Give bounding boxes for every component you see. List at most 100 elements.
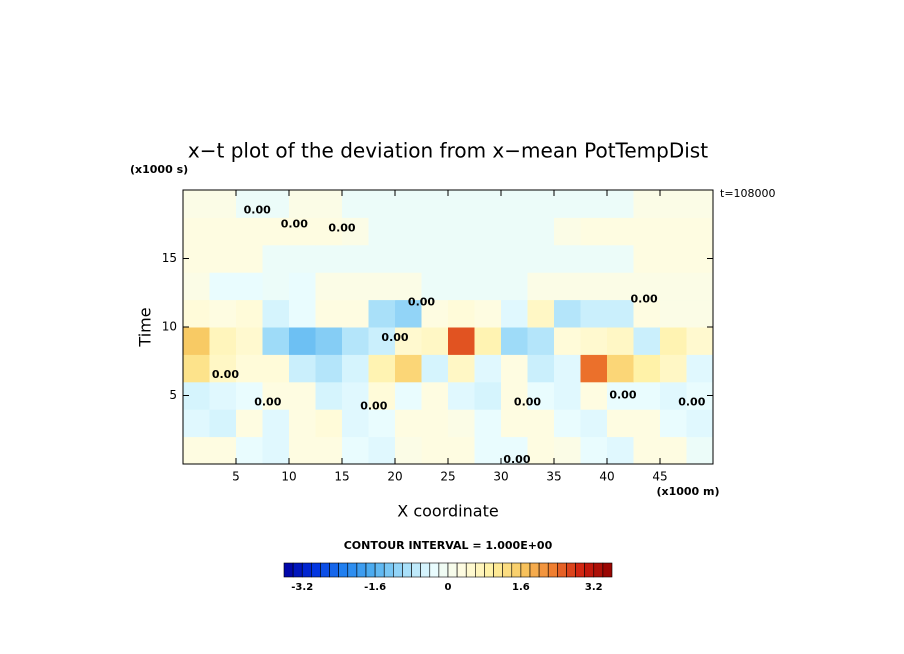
cell [236, 244, 263, 273]
cell [262, 354, 290, 383]
cell [448, 381, 475, 410]
cell [580, 190, 608, 218]
cell [315, 217, 343, 246]
cell [209, 354, 237, 383]
cell [448, 327, 475, 355]
cell [368, 190, 396, 218]
cell [527, 244, 555, 273]
cell [686, 409, 714, 438]
cell [315, 244, 343, 273]
contour-label: 0.00 [503, 453, 530, 466]
cell [209, 272, 237, 301]
cell [527, 409, 555, 438]
cell [236, 381, 263, 410]
cell [474, 190, 502, 218]
cell [421, 409, 449, 438]
cell [342, 272, 369, 301]
cell [474, 381, 502, 410]
y-tick-label: 15 [162, 251, 177, 265]
cell [554, 327, 581, 355]
cell [262, 190, 290, 218]
cell [607, 327, 634, 355]
cell [183, 409, 210, 438]
contour-label: 0.00 [281, 217, 308, 230]
colorbar-box [292, 562, 303, 578]
cell [342, 299, 369, 328]
cell [395, 409, 422, 438]
cell [421, 190, 449, 218]
cell [183, 354, 210, 383]
cell [236, 299, 263, 328]
cell [633, 436, 661, 465]
colorbar-box [566, 562, 576, 578]
cell [633, 272, 661, 301]
colorbar-box [283, 562, 294, 578]
contour-label: 0.00 [381, 331, 408, 344]
cell [607, 217, 634, 246]
cell [236, 354, 263, 383]
cell [315, 272, 343, 301]
cell [342, 217, 369, 246]
cell [448, 409, 475, 438]
cell [368, 272, 396, 301]
cell [607, 299, 634, 328]
cell [315, 327, 343, 355]
cell [448, 354, 475, 383]
colorbar-box [393, 562, 403, 578]
cell [660, 244, 687, 273]
cell [315, 190, 343, 218]
colorbar-tick-label: 0 [445, 582, 452, 593]
contour-label: 0.00 [631, 293, 658, 306]
cell [527, 436, 555, 465]
cell [633, 354, 661, 383]
x-tick-label: 45 [652, 470, 667, 484]
cell [183, 190, 210, 218]
cell [633, 299, 661, 328]
cell [448, 436, 475, 465]
cell [342, 409, 369, 438]
cell [633, 190, 661, 218]
cell [236, 190, 263, 218]
contour-label: 0.00 [514, 395, 541, 408]
cell [686, 217, 714, 246]
cell [527, 217, 555, 246]
colorbar-box [329, 562, 339, 578]
colorbar-box [520, 562, 531, 578]
cell [660, 299, 687, 328]
cell [448, 244, 475, 273]
cell [342, 327, 369, 355]
cell [421, 217, 449, 246]
cell [580, 409, 608, 438]
cell [686, 299, 714, 328]
cell [262, 409, 290, 438]
colorbar-box [475, 562, 485, 578]
cell [209, 381, 237, 410]
cell [474, 244, 502, 273]
colorbar-box [402, 562, 412, 578]
cell [660, 272, 687, 301]
cell [342, 436, 369, 465]
cell [607, 381, 634, 410]
cell [527, 272, 555, 301]
cell [183, 299, 210, 328]
cell [580, 217, 608, 246]
colorbar-box [365, 562, 376, 578]
colorbar-box [438, 562, 449, 578]
cell [633, 217, 661, 246]
colorbar-box [547, 562, 558, 578]
contour-label: 0.00 [244, 204, 271, 217]
cell [501, 244, 528, 273]
y-axis-label: Time [136, 307, 155, 347]
cell [421, 244, 449, 273]
cell [368, 381, 396, 410]
contour-label: 0.00 [328, 221, 355, 234]
cell [527, 190, 555, 218]
cell [554, 272, 581, 301]
cell [527, 327, 555, 355]
x-tick-label: 10 [281, 470, 296, 484]
cell [315, 381, 343, 410]
cell [342, 244, 369, 273]
cell [368, 327, 396, 355]
cell [554, 190, 581, 218]
cell [262, 244, 290, 273]
